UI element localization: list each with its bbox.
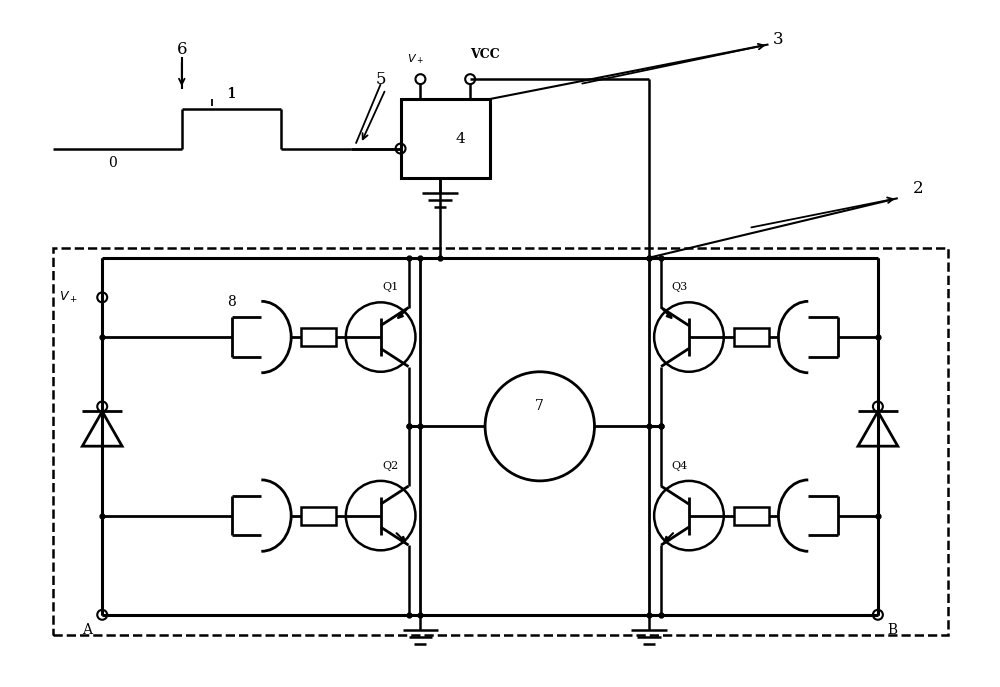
- Text: Q4: Q4: [671, 461, 687, 471]
- Text: 1: 1: [227, 87, 236, 101]
- Bar: [301, 328, 336, 346]
- Text: 4: 4: [455, 132, 465, 146]
- Text: $V_+$: $V_+$: [59, 290, 77, 305]
- Text: 8: 8: [227, 295, 236, 309]
- Text: 2: 2: [912, 180, 923, 196]
- Text: 3: 3: [773, 31, 784, 48]
- Text: A: A: [82, 622, 92, 637]
- Text: $V_+$: $V_+$: [407, 52, 424, 66]
- Text: Q2: Q2: [382, 461, 399, 471]
- Text: B: B: [888, 622, 898, 637]
- Text: Q1: Q1: [382, 282, 399, 293]
- Text: 0: 0: [108, 157, 117, 170]
- Text: VCC: VCC: [470, 48, 500, 61]
- Bar: [734, 507, 768, 524]
- Text: 5: 5: [375, 71, 386, 88]
- Text: 7: 7: [535, 399, 544, 414]
- Text: 6: 6: [177, 41, 187, 58]
- Bar: [301, 507, 336, 524]
- Bar: [401, 99, 490, 179]
- Bar: [734, 328, 768, 346]
- Bar: [52, 248, 948, 635]
- Text: Q3: Q3: [671, 282, 687, 293]
- Text: 1: 1: [227, 87, 236, 101]
